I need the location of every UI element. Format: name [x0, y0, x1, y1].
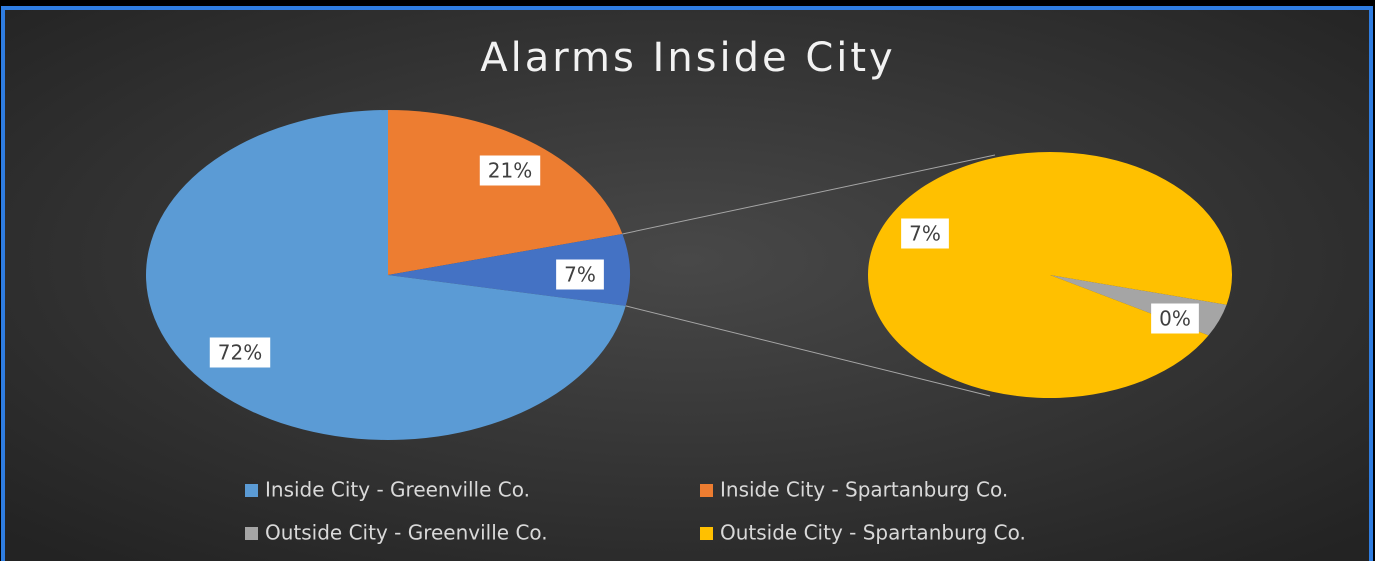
legend-label: Outside City - Spartanburg Co. [720, 521, 1026, 545]
legend-label: Inside City - Spartanburg Co. [720, 478, 1008, 502]
data-label-box [209, 337, 271, 368]
data-label-box [479, 155, 541, 186]
chart-title: Alarms Inside City [480, 35, 895, 81]
legend-swatch [700, 527, 713, 540]
legend-label: Outside City - Greenville Co. [265, 521, 548, 545]
data-label: 0% [1159, 307, 1191, 331]
data-label: 7% [909, 222, 941, 246]
connector-line [622, 154, 996, 235]
data-label: 7% [564, 263, 596, 287]
connector-line [625, 305, 991, 397]
legend-swatch [245, 484, 258, 497]
pie-slice [388, 110, 623, 275]
pie-slice [868, 152, 1232, 399]
data-label-box [1151, 303, 1199, 334]
legend-label: Inside City - Greenville Co. [265, 478, 530, 502]
data-label: 72% [218, 341, 262, 365]
data-label-box [901, 218, 949, 249]
legend-swatch [245, 527, 258, 540]
data-label: 21% [488, 159, 532, 183]
legend-swatch [700, 484, 713, 497]
data-label-box [556, 259, 604, 290]
